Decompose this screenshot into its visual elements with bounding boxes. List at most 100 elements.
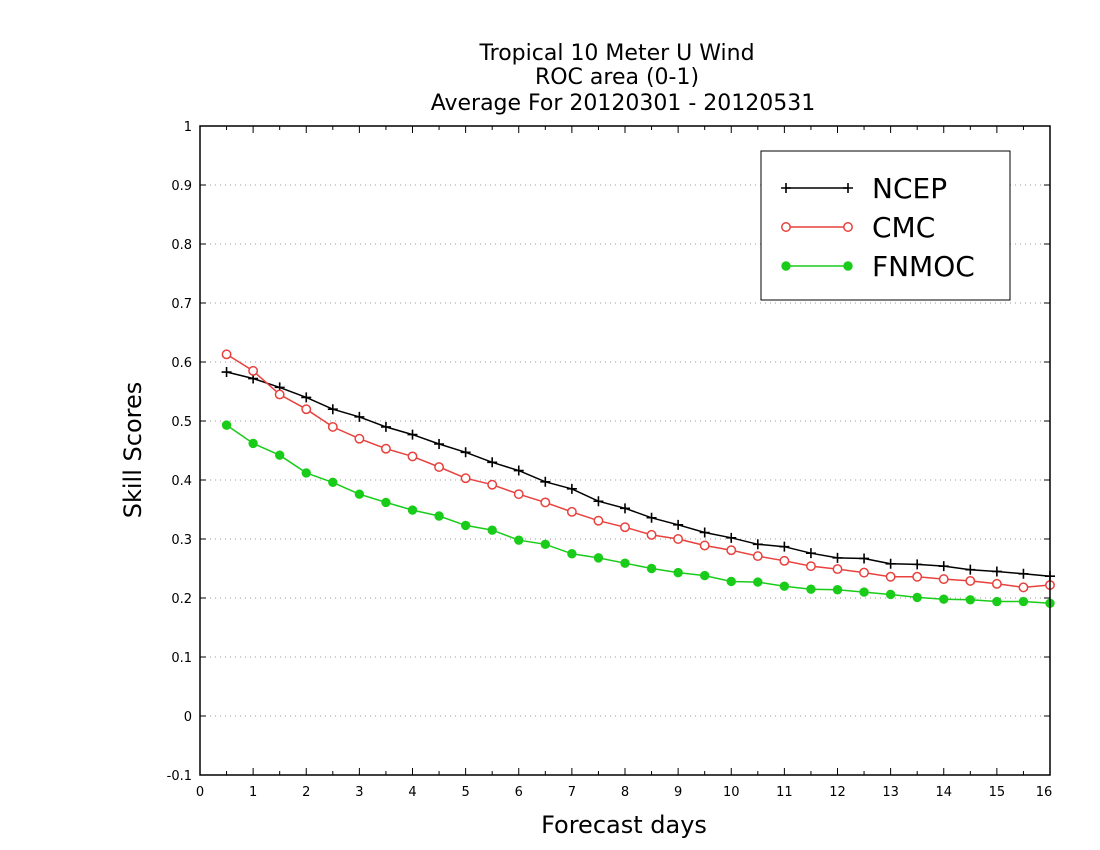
data-point-fnmoc: [699, 570, 710, 581]
data-point-cmc: [274, 389, 285, 400]
legend-label-fnmoc: FNMOC: [872, 250, 975, 283]
data-point-ncep: [699, 527, 710, 538]
data-point-ncep: [885, 558, 896, 569]
x-axis-title: Forecast days: [541, 811, 707, 839]
legend-label-cmc: CMC: [872, 211, 935, 244]
x-tick-label: 5: [461, 785, 469, 800]
data-point-fnmoc: [381, 497, 391, 508]
data-point-ncep: [752, 539, 763, 550]
series-line-cmc: [226, 353, 1051, 589]
series-layer: [221, 349, 1055, 609]
y-tick-label: 0.9: [171, 179, 192, 194]
series-line-fnmoc: [226, 424, 1051, 605]
data-point-cmc: [938, 574, 949, 585]
data-point-cmc: [1018, 582, 1029, 593]
data-point-ncep: [434, 439, 445, 450]
legend-marker-cmc: [781, 222, 791, 232]
data-point-fnmoc: [646, 563, 657, 574]
x-tick-label: 10: [723, 785, 740, 800]
data-point-ncep: [991, 566, 1002, 577]
data-point-fnmoc: [407, 505, 418, 515]
y-tick-label: 0.6: [171, 356, 192, 371]
chart-title-line-1: Tropical 10 Meter U Wind: [478, 41, 754, 66]
data-point-ncep: [832, 552, 843, 563]
data-point-cmc: [991, 578, 1002, 589]
data-point-fnmoc: [434, 511, 444, 521]
y-axis-title: Skill Scores: [119, 382, 147, 519]
data-point-fnmoc: [885, 589, 896, 600]
data-point-fnmoc: [354, 489, 365, 499]
data-point-fnmoc: [939, 594, 949, 604]
data-point-ncep: [646, 512, 657, 523]
data-point-fnmoc: [912, 592, 922, 603]
legend-label-ncep: NCEP: [872, 172, 947, 205]
x-tick-label: 15: [989, 785, 1006, 800]
data-point-ncep: [487, 457, 498, 468]
data-point-cmc: [593, 515, 604, 526]
data-point-cmc: [407, 451, 418, 462]
y-tick-label: 0.1: [171, 651, 192, 666]
data-point-fnmoc: [673, 567, 683, 578]
data-point-cmc: [566, 506, 577, 517]
data-point-cmc: [434, 462, 445, 472]
data-point-fnmoc: [806, 584, 816, 594]
data-point-ncep: [354, 411, 365, 422]
data-point-fnmoc: [753, 577, 763, 587]
data-point-cmc: [832, 564, 843, 575]
x-tick-label: 7: [568, 785, 576, 800]
data-point-cmc: [885, 571, 896, 582]
chart-title-line-3: Average For 20120301 - 20120531: [431, 91, 816, 116]
data-point-ncep: [965, 564, 976, 575]
x-tick-label: 16: [1036, 785, 1053, 800]
data-point-ncep: [407, 429, 418, 440]
data-point-ncep: [805, 548, 816, 559]
data-point-fnmoc: [859, 587, 869, 597]
data-point-ncep: [380, 421, 391, 432]
x-tick-label: 4: [408, 785, 416, 800]
x-tick-label: 0: [196, 785, 204, 800]
series-line-ncep: [226, 371, 1051, 577]
data-point-ncep: [620, 503, 630, 514]
data-point-cmc: [726, 545, 737, 556]
data-point-ncep: [327, 404, 338, 415]
data-point-fnmoc: [487, 525, 497, 535]
grid: [200, 184, 1050, 717]
data-point-cmc: [540, 497, 551, 508]
data-point-cmc: [699, 540, 710, 551]
data-point-fnmoc: [726, 576, 736, 587]
y-tick-label: 0.7: [171, 297, 192, 312]
data-point-ncep: [726, 532, 737, 543]
data-point-ncep: [859, 553, 870, 564]
x-tick-label: 11: [776, 785, 793, 800]
x-tick-label: 8: [621, 785, 629, 800]
x-tick-label: 12: [829, 785, 846, 800]
data-point-ncep: [938, 561, 949, 572]
data-point-fnmoc: [567, 549, 577, 559]
data-point-fnmoc: [832, 585, 843, 595]
series-fnmoc: [221, 420, 1055, 609]
series-cmc: [221, 349, 1055, 593]
y-tick-label: -0.1: [167, 769, 192, 784]
y-tick-label: 0.5: [171, 415, 192, 430]
legend-marker-fnmoc: [843, 261, 853, 271]
data-point-cmc: [327, 421, 338, 432]
data-point-cmc: [912, 571, 923, 582]
data-point-cmc: [779, 555, 790, 566]
data-point-cmc: [859, 567, 870, 578]
data-point-fnmoc: [992, 596, 1002, 607]
y-tick-label: 0: [184, 710, 192, 725]
x-tick-label: 1: [249, 785, 257, 800]
data-point-cmc: [965, 575, 976, 586]
data-point-fnmoc: [248, 438, 258, 449]
data-point-ncep: [540, 476, 551, 487]
data-point-fnmoc: [779, 581, 790, 591]
data-point-cmc: [301, 404, 312, 415]
y-tick-label: 0.8: [171, 238, 192, 253]
series-ncep: [221, 367, 1055, 582]
data-point-cmc: [805, 561, 816, 572]
data-point-fnmoc: [460, 520, 471, 531]
data-point-fnmoc: [620, 558, 630, 568]
data-point-fnmoc: [301, 468, 311, 478]
data-point-ncep: [513, 465, 524, 476]
